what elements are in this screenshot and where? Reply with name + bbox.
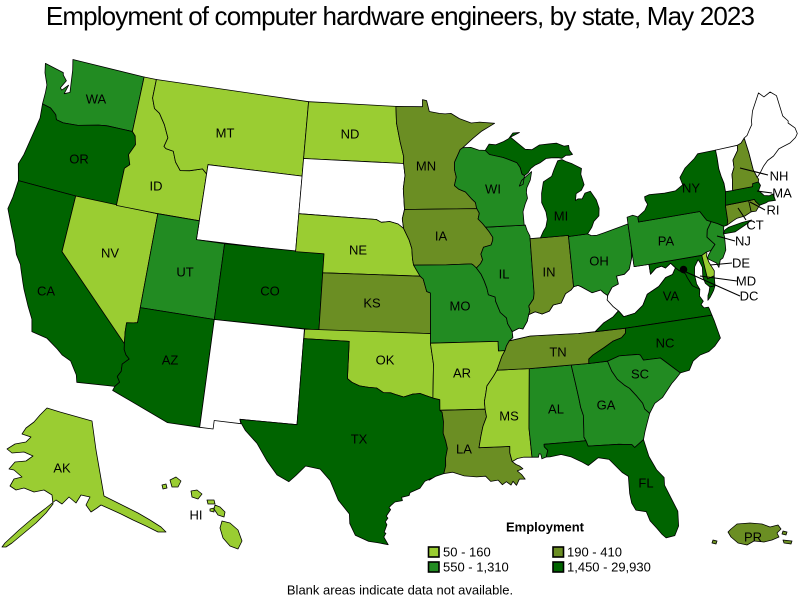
svg-text:AZ: AZ [162, 353, 179, 368]
svg-text:IA: IA [435, 229, 448, 244]
svg-text:NC: NC [656, 336, 675, 351]
svg-text:IL: IL [499, 267, 510, 282]
svg-text:KS: KS [363, 296, 381, 311]
svg-text:NJ: NJ [735, 234, 751, 249]
svg-text:RI: RI [767, 203, 780, 218]
svg-text:550 - 1,310: 550 - 1,310 [443, 560, 509, 575]
svg-text:NY: NY [682, 181, 700, 196]
svg-text:WI: WI [485, 182, 501, 197]
svg-text:TX: TX [351, 432, 368, 447]
svg-text:SC: SC [631, 367, 649, 382]
svg-text:Employment: Employment [506, 520, 585, 535]
svg-text:DE: DE [732, 256, 750, 271]
svg-text:CT: CT [746, 218, 763, 233]
svg-text:PA: PA [658, 234, 675, 249]
svg-text:PR: PR [744, 530, 762, 545]
svg-text:NV: NV [101, 246, 119, 261]
svg-text:MD: MD [736, 274, 756, 289]
svg-text:AL: AL [548, 402, 564, 417]
svg-text:FL: FL [638, 476, 653, 491]
svg-text:OR: OR [69, 152, 89, 167]
svg-text:OK: OK [376, 353, 395, 368]
svg-text:HI: HI [190, 508, 203, 523]
svg-text:AK: AK [53, 461, 71, 476]
svg-text:ID: ID [150, 179, 163, 194]
svg-text:NH: NH [770, 169, 789, 184]
svg-text:CO: CO [260, 284, 280, 299]
svg-text:190 - 410: 190 - 410 [567, 545, 622, 560]
svg-text:VA: VA [663, 289, 680, 304]
svg-text:GA: GA [597, 398, 616, 413]
svg-text:MA: MA [772, 186, 792, 201]
svg-text:LA: LA [456, 442, 472, 457]
svg-text:Blank areas indicate data not: Blank areas indicate data not available. [287, 583, 513, 598]
svg-text:MO: MO [450, 299, 471, 314]
svg-text:MS: MS [499, 409, 519, 424]
svg-text:TN: TN [549, 345, 566, 360]
svg-text:IN: IN [543, 265, 556, 280]
svg-text:ND: ND [341, 127, 360, 142]
svg-text:1,450 - 29,930: 1,450 - 29,930 [567, 560, 651, 575]
svg-text:DC: DC [740, 289, 759, 304]
svg-text:MN: MN [416, 159, 436, 174]
svg-text:NE: NE [349, 243, 367, 258]
svg-text:50 - 160: 50 - 160 [443, 545, 491, 560]
svg-text:OH: OH [589, 254, 609, 269]
svg-text:AR: AR [453, 366, 471, 381]
svg-text:MT: MT [216, 126, 235, 141]
svg-text:WA: WA [86, 92, 107, 107]
svg-text:MI: MI [554, 209, 568, 224]
svg-text:UT: UT [176, 265, 193, 280]
svg-text:CA: CA [37, 284, 55, 299]
